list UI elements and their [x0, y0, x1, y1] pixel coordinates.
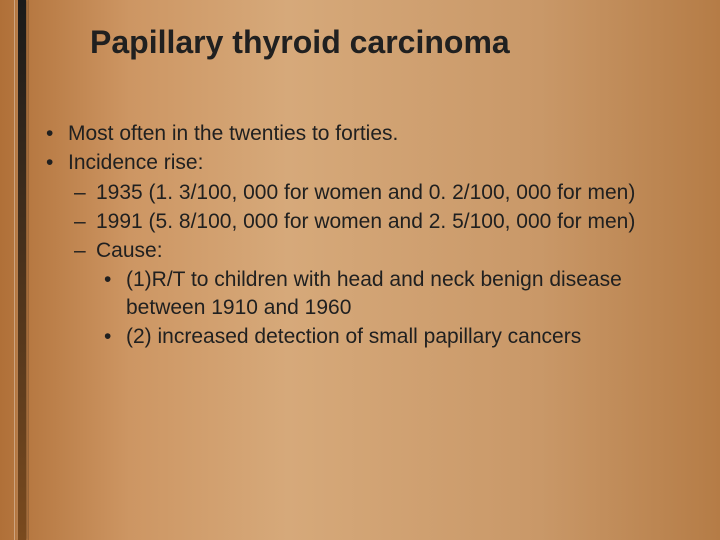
bullet-lvl3: (2) increased detection of small papilla… — [40, 323, 700, 350]
slide-body: Most often in the twenties to forties. I… — [40, 120, 700, 352]
slide-title: Papillary thyroid carcinoma — [90, 24, 680, 61]
slide: Papillary thyroid carcinoma Most often i… — [0, 0, 720, 540]
accent-line-right — [28, 0, 29, 540]
bullet-lvl3: (1)R/T to children with head and neck be… — [40, 266, 700, 321]
bullet-lvl1: Incidence rise: — [40, 149, 700, 176]
accent-line-left — [14, 0, 15, 540]
bullet-lvl2: 1935 (1. 3/100, 000 for women and 0. 2/1… — [40, 179, 700, 206]
accent-bar — [18, 0, 26, 540]
bullet-lvl2: Cause: — [40, 237, 700, 264]
bullet-lvl2: 1991 (5. 8/100, 000 for women and 2. 5/1… — [40, 208, 700, 235]
bullet-lvl1: Most often in the twenties to forties. — [40, 120, 700, 147]
